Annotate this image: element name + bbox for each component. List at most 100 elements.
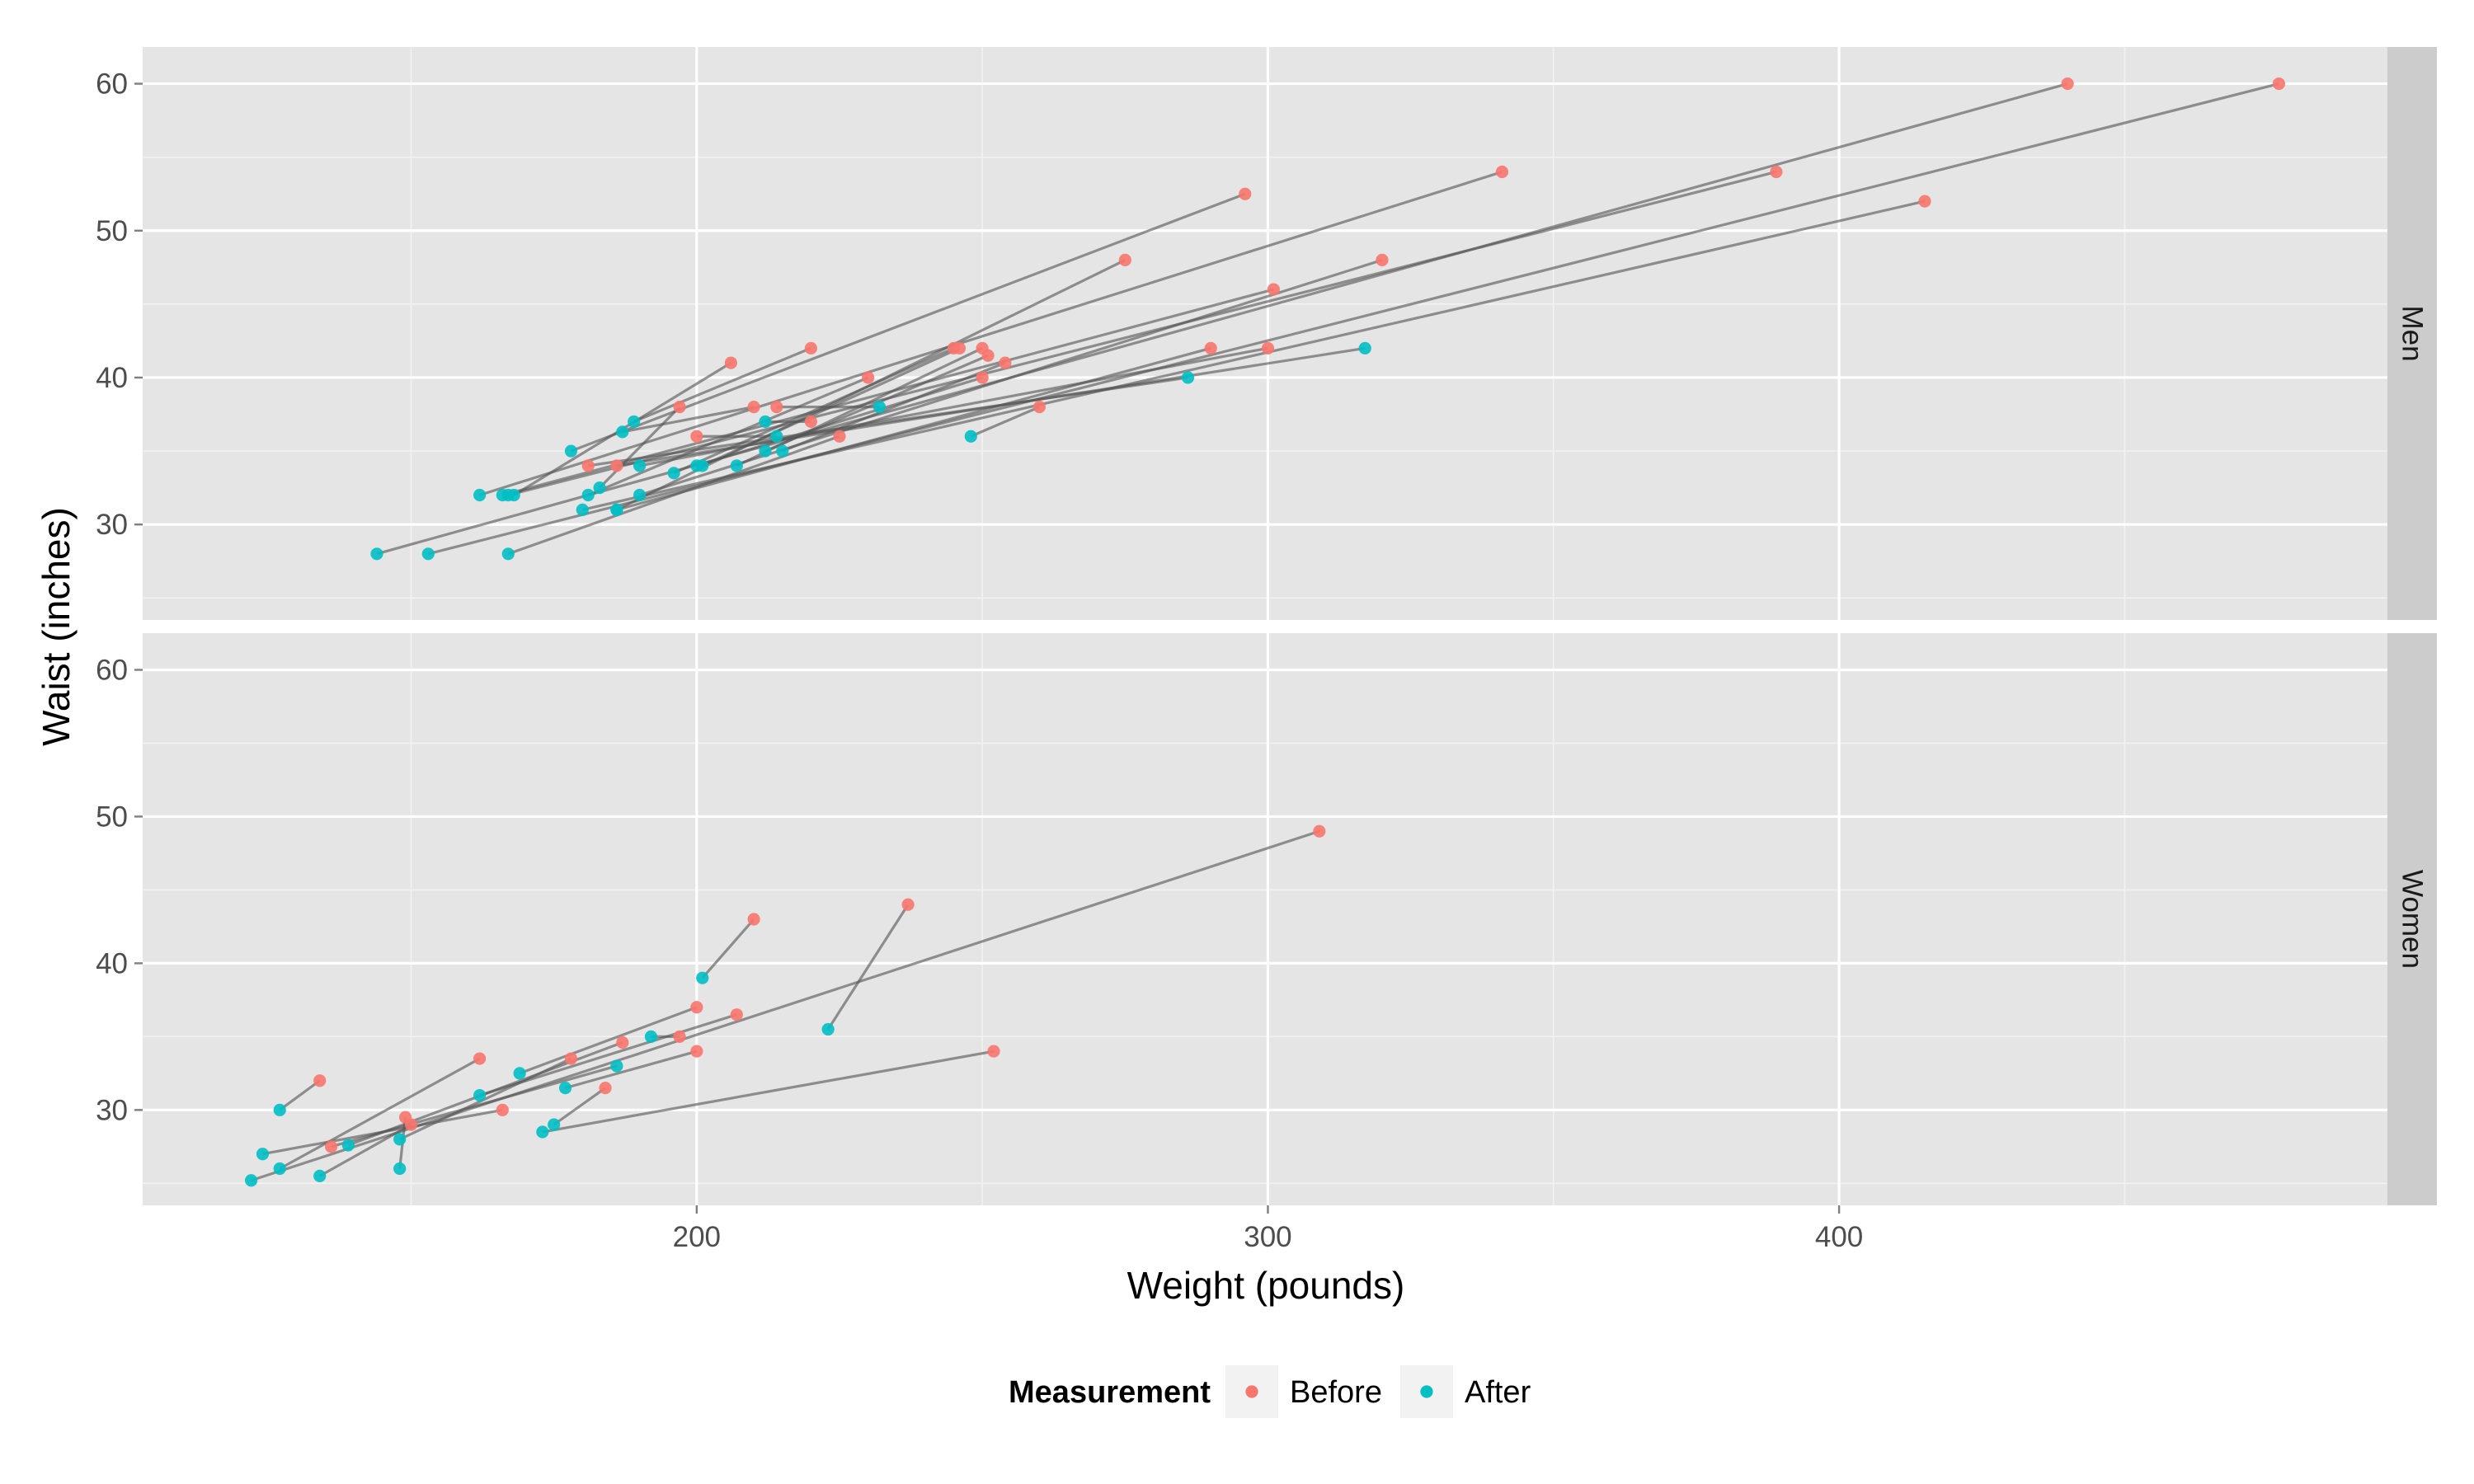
point-after bbox=[776, 444, 789, 458]
point-after bbox=[501, 547, 515, 561]
point-after bbox=[393, 1133, 407, 1146]
point-before bbox=[987, 1045, 1000, 1058]
point-after bbox=[593, 481, 606, 495]
y-tick-label: 40 bbox=[96, 947, 128, 979]
point-before bbox=[730, 1008, 743, 1021]
pair-line bbox=[479, 170, 1503, 497]
point-before bbox=[724, 356, 737, 369]
point-after bbox=[610, 503, 623, 516]
point-before bbox=[901, 898, 915, 911]
point-before bbox=[1495, 165, 1509, 179]
point-after bbox=[536, 1125, 549, 1139]
point-before bbox=[313, 1074, 327, 1087]
point-before bbox=[581, 459, 595, 472]
facet-strip bbox=[2387, 633, 2437, 1205]
point-after bbox=[759, 415, 772, 429]
point-before bbox=[999, 356, 1012, 369]
pair-line bbox=[553, 1087, 606, 1126]
point-after bbox=[473, 488, 487, 502]
y-tick-label: 30 bbox=[96, 1094, 128, 1126]
point-before bbox=[690, 1045, 703, 1058]
point-after bbox=[667, 467, 680, 480]
pair-line bbox=[673, 346, 955, 475]
pair-line bbox=[970, 406, 1041, 438]
pair-line bbox=[331, 1064, 618, 1148]
point-after bbox=[628, 415, 641, 429]
point-before bbox=[610, 459, 623, 472]
point-before bbox=[2061, 77, 2074, 91]
point-after bbox=[644, 1030, 658, 1043]
point-after bbox=[1358, 341, 1371, 355]
point-after bbox=[273, 1103, 286, 1116]
point-before bbox=[981, 349, 995, 362]
point-after bbox=[513, 1067, 526, 1080]
legend-title: Measurement bbox=[1009, 1375, 1211, 1410]
point-after bbox=[872, 401, 887, 414]
legend-entries: Before After bbox=[1225, 1365, 1531, 1418]
point-before bbox=[1032, 401, 1047, 414]
point-before bbox=[473, 1052, 487, 1065]
point-before bbox=[1204, 341, 1217, 355]
point-after bbox=[421, 547, 435, 561]
point-after bbox=[558, 1082, 572, 1095]
pair-line bbox=[542, 1050, 995, 1134]
point-after bbox=[581, 488, 595, 502]
y-tick-label: 50 bbox=[96, 801, 128, 833]
point-before bbox=[496, 1103, 509, 1116]
facet-label-men: Men bbox=[2396, 305, 2429, 361]
x-axis-label: Weight (pounds) bbox=[1127, 1264, 1405, 1307]
point-after bbox=[564, 444, 578, 458]
point-before bbox=[564, 1052, 578, 1065]
point-before bbox=[599, 1082, 612, 1095]
point-before bbox=[862, 371, 875, 384]
point-before bbox=[1313, 824, 1326, 838]
point-after bbox=[576, 503, 589, 516]
y-axis-label: Waist (inches) bbox=[35, 507, 78, 746]
legend-label-before: Before bbox=[1290, 1375, 1382, 1410]
point-before bbox=[804, 415, 817, 429]
x-tick-label: 300 bbox=[1244, 1221, 1291, 1253]
point-before bbox=[690, 1001, 703, 1014]
x-tick-label: 200 bbox=[673, 1221, 721, 1253]
point-after bbox=[759, 444, 772, 458]
point-before bbox=[2272, 77, 2286, 91]
point-after bbox=[964, 430, 977, 443]
point-before bbox=[673, 401, 686, 414]
point-after bbox=[313, 1169, 327, 1183]
x-axis: 200 300 400 bbox=[673, 1205, 1863, 1253]
point-before bbox=[952, 341, 967, 355]
pair-line bbox=[622, 406, 755, 434]
point-before bbox=[690, 430, 703, 443]
facet-label-women: Women bbox=[2396, 870, 2429, 969]
point-after bbox=[496, 488, 509, 502]
point-after bbox=[616, 425, 629, 439]
point-before bbox=[747, 401, 760, 414]
pair-line bbox=[826, 904, 910, 1031]
y-tick-label: 40 bbox=[96, 362, 128, 394]
point-after bbox=[730, 459, 743, 472]
pair-line bbox=[279, 1057, 481, 1170]
pair-line bbox=[633, 346, 811, 423]
legend: Measurement Before After bbox=[1009, 1365, 1531, 1418]
point-after bbox=[244, 1174, 258, 1187]
point-after bbox=[690, 459, 703, 472]
point-before bbox=[1118, 253, 1131, 266]
facet-strip bbox=[2387, 47, 2437, 620]
legend-swatch-before bbox=[1245, 1385, 1258, 1398]
facets-layer: 30 40 50 60 Men 30 40 50 60 Women bbox=[96, 47, 2437, 1205]
point-after bbox=[1181, 371, 1195, 384]
pair-line bbox=[782, 361, 1006, 453]
point-after bbox=[821, 1022, 835, 1036]
pair-line bbox=[696, 376, 983, 467]
point-before bbox=[976, 371, 989, 384]
panel-background bbox=[143, 633, 2387, 1205]
y-tick-label: 50 bbox=[96, 215, 128, 247]
point-before bbox=[1239, 187, 1252, 200]
pair-line bbox=[598, 406, 681, 489]
pair-line bbox=[279, 1079, 321, 1111]
pair-line bbox=[376, 82, 2068, 556]
pair-line bbox=[318, 1123, 412, 1177]
pair-line bbox=[701, 918, 755, 979]
point-before bbox=[673, 1030, 686, 1043]
point-before bbox=[404, 1118, 418, 1131]
